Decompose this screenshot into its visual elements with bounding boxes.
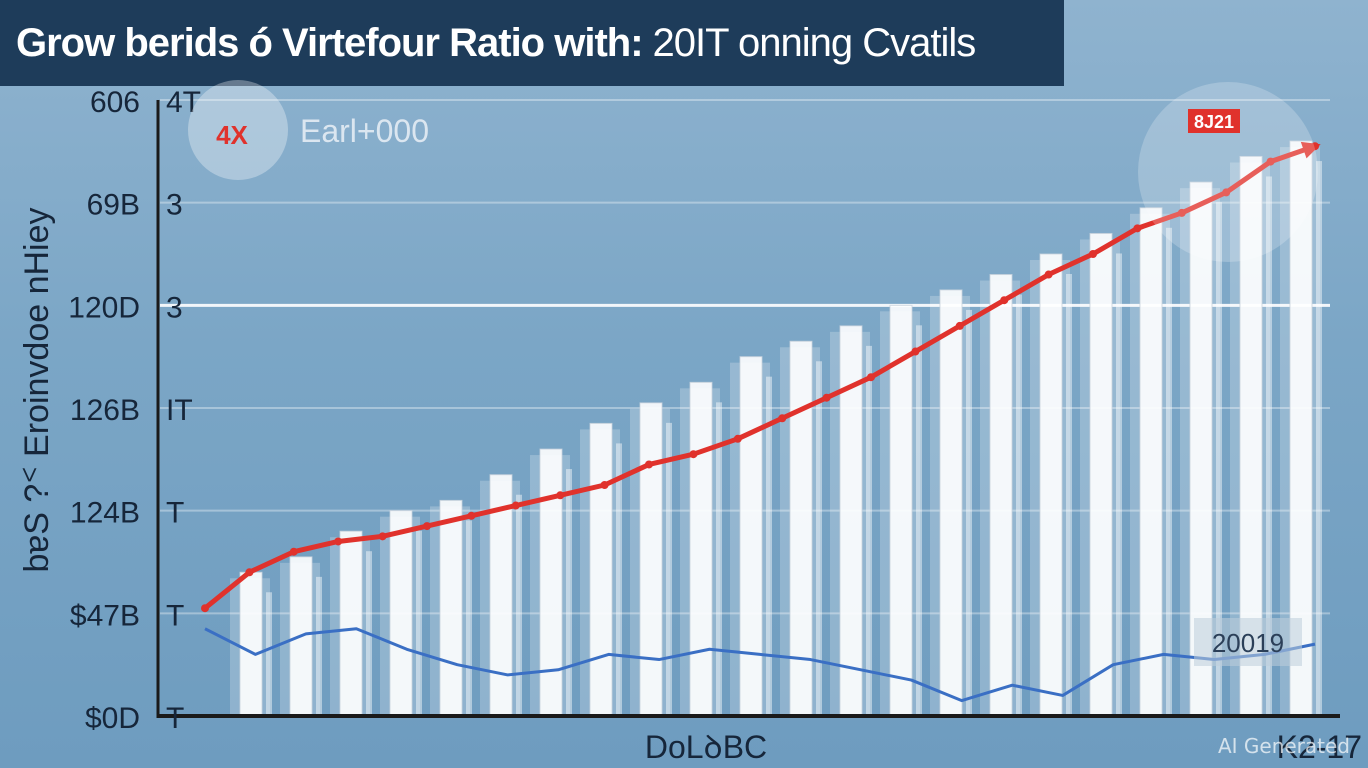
bar (939, 289, 963, 717)
red-line-series-point (467, 511, 476, 520)
x-axis-label: DoLꝺBC (645, 729, 767, 765)
red-line-series-point (334, 537, 343, 546)
chart-title: Grow berids ó Virtefour Ratio with: 20IT… (0, 0, 1064, 86)
y-tick-sublabel: 3 (166, 291, 183, 324)
bar-highlight (666, 422, 672, 716)
red-line-series-point (1133, 224, 1142, 233)
annotation-badge (1188, 109, 1240, 133)
x-axis-end-label: K2-17 (1277, 729, 1362, 765)
bar-highlight (1066, 274, 1072, 716)
annotation-20019: 20019 (1212, 628, 1284, 658)
red-line-series-point (1000, 296, 1009, 305)
red-line-series-point (1044, 270, 1053, 279)
red-line-series-point (778, 414, 787, 423)
red-line-series-point (245, 568, 254, 577)
bar-highlight (566, 469, 572, 716)
y-tick-label: $0D (85, 702, 140, 735)
blue-line-series (204, 627, 1316, 703)
axes (156, 100, 1340, 718)
red-line-series-point (600, 481, 609, 489)
chart-title-bold: Grow berids ó Virtefour Ratio with: (16, 20, 644, 65)
watermark: AI Generated (1217, 734, 1350, 758)
y-tick-label: 606 (90, 86, 140, 119)
bar-highlight (916, 325, 922, 716)
red-line-series-point (1266, 157, 1275, 166)
bar-highlight (1216, 202, 1222, 717)
bar (639, 402, 663, 717)
bar-highlight (266, 592, 272, 716)
bar (689, 381, 713, 717)
y-tick-sublabel: T (166, 599, 184, 632)
red-line-series-point (201, 604, 209, 613)
annotation-box (1194, 618, 1302, 666)
bar (589, 422, 613, 717)
bar-highlight (466, 520, 472, 716)
bar (989, 274, 1013, 717)
bar (389, 510, 413, 717)
bar-highlight (966, 309, 972, 716)
red-line-series-point (1089, 250, 1097, 258)
y-tick-sublabel: T (166, 702, 184, 735)
red-line-series-point (867, 373, 875, 382)
bar (239, 571, 263, 717)
y-tick-sublabel: 4T (166, 86, 201, 119)
bar (1089, 232, 1113, 717)
annotation-bubble-left (188, 80, 288, 180)
bar (539, 448, 563, 717)
red-line-series-point (1222, 188, 1231, 197)
bar-highlight (1266, 176, 1272, 716)
bar-highlight (616, 443, 622, 716)
bar-highlight (866, 345, 872, 716)
red-line-series-point (423, 522, 431, 531)
y-tick-label: 69B (87, 189, 140, 222)
y-tick-sublabel: IT (166, 394, 193, 427)
bar-highlight (516, 494, 522, 716)
y-tick-sublabel: T (166, 497, 184, 530)
red-line-series-point (289, 547, 298, 556)
red-line-series-point (511, 501, 520, 510)
y-tick-labels: $0D T $47B T 124B T 126B IT 120D 3 69B 3 606 4T (68, 86, 201, 735)
y-tick-sublabel: 3 (166, 189, 183, 222)
y-tick-label: 124B (70, 497, 140, 530)
y-tick-label: 126B (70, 394, 140, 427)
red-line-series-point (378, 532, 387, 541)
bar (1139, 207, 1163, 717)
bar (439, 499, 463, 717)
bar-highlight (1016, 294, 1022, 716)
bar-highlight (766, 376, 772, 716)
red-line-series-point (733, 434, 742, 443)
y-tick-label: $47B (70, 599, 140, 632)
bar-highlight (816, 361, 822, 716)
bar-highlight (316, 576, 322, 716)
red-line-arrowhead (1300, 141, 1321, 159)
red-line-series-point (1177, 208, 1186, 217)
red-line-series-point (955, 321, 964, 330)
red-line-series-point (645, 460, 653, 469)
annotation-4x: 4X (216, 120, 248, 150)
red-line-series (203, 143, 1316, 611)
gridlines (160, 99, 1330, 615)
bar-highlight (716, 402, 722, 716)
bar (739, 356, 763, 717)
red-line-series-point (822, 393, 831, 402)
annotation-badge-text: 8J21 (1194, 112, 1234, 132)
bar-highlight (1316, 161, 1322, 717)
y-tick-label: 120D (68, 291, 140, 324)
bar (339, 530, 363, 717)
line-series (201, 141, 1321, 703)
chart-title-light: 20IT onning Cvatils (652, 20, 977, 65)
annotation-bubble-right (1138, 82, 1318, 262)
bar-highlight (1116, 253, 1122, 716)
red-line-series-point (911, 347, 920, 356)
bar-highlight (1166, 227, 1172, 717)
red-line-series-point (689, 450, 698, 459)
annotation-earl: Earl+000 (300, 113, 429, 149)
red-line-series-point (556, 491, 565, 500)
y-axis-label: bɐS ?ᑉ Eroinvdoe nHiey (18, 207, 56, 572)
bar (1039, 253, 1063, 717)
bar-highlight (416, 530, 422, 716)
